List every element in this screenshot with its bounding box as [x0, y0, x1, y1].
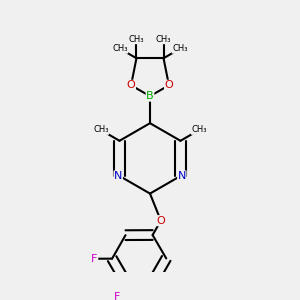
Text: O: O	[127, 80, 135, 90]
Text: O: O	[165, 80, 173, 90]
Text: N: N	[114, 171, 122, 181]
Text: B: B	[146, 91, 154, 101]
Text: CH₃: CH₃	[156, 35, 171, 44]
Text: N: N	[178, 171, 186, 181]
Text: CH₃: CH₃	[93, 125, 109, 134]
Text: O: O	[157, 216, 165, 226]
Text: F: F	[114, 292, 120, 300]
Text: CH₃: CH₃	[112, 44, 128, 53]
Text: CH₃: CH₃	[129, 35, 144, 44]
Text: F: F	[91, 254, 98, 264]
Text: CH₃: CH₃	[172, 44, 188, 53]
Text: CH₃: CH₃	[191, 125, 207, 134]
